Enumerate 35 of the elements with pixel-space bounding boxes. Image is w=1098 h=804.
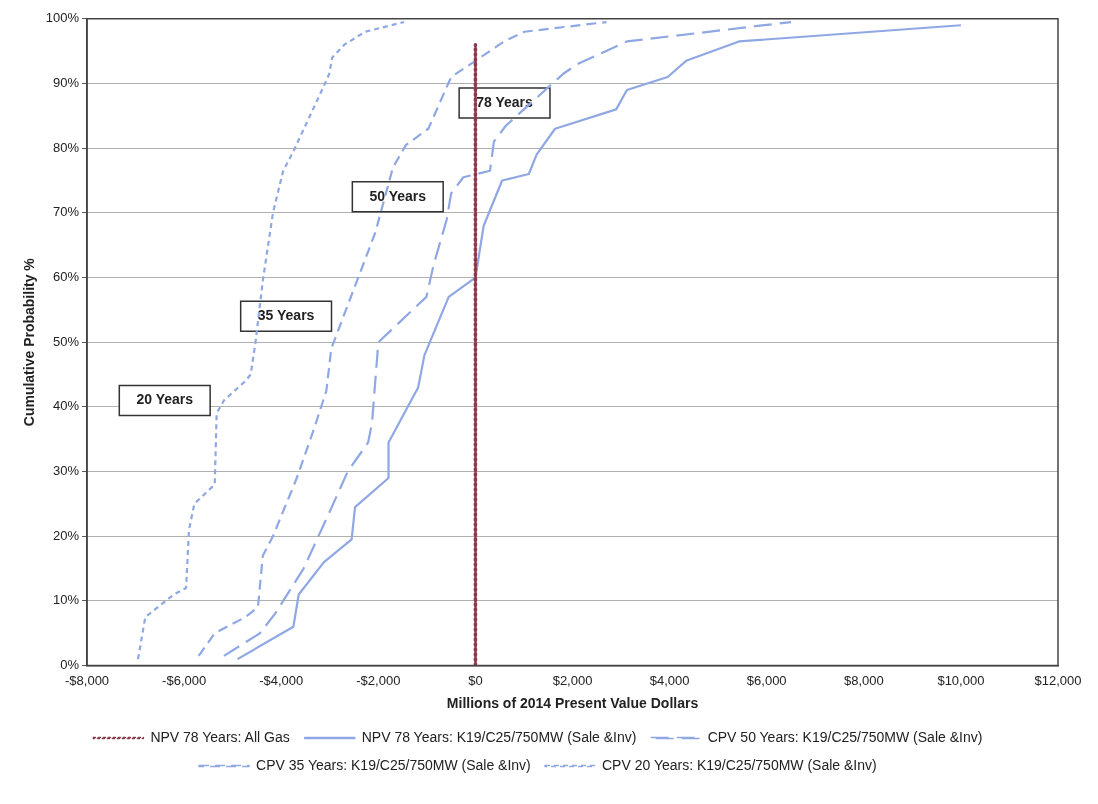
x-tick-label: $12,000 [1034,672,1082,688]
y-tick-label: 70% [53,204,80,220]
x-tick-label: -$6,000 [162,672,207,688]
annotation: 35 Years [257,307,315,324]
x-tick-label: $0 [468,672,483,688]
line-series [197,20,608,657]
y-tick-label: 30% [53,463,80,479]
annotation: 20 Years [136,391,194,408]
legend-label: CPV 35 Years: K19/C25/750MW (Sale &Inv) [256,756,531,773]
y-tick-label: 60% [53,269,80,285]
x-tick-label: $2,000 [552,672,593,688]
x-tick-label: -$8,000 [65,672,110,688]
x-tick-label: $10,000 [937,672,985,688]
x-tick-label: -$2,000 [356,672,401,688]
y-axis-title: Cumulative Probability % [21,257,38,427]
line-series [222,20,793,657]
annotation: 50 Years [369,187,427,204]
x-axis-title: Millions of 2014 Present Value Dollars [446,695,699,712]
y-tick-label: 0% [60,657,80,673]
legend-label: CPV 20 Years: K19/C25/750MW (Sale &Inv) [602,756,877,773]
legend-label: NPV 78 Years: All Gas [150,728,290,745]
y-tick-label: 90% [53,75,80,91]
x-tick-label: -$4,000 [259,672,304,688]
x-tick-label: $4,000 [649,672,690,688]
y-tick-label: 10% [53,592,80,608]
x-tick-label: $8,000 [843,672,884,688]
legend-label: CPV 50 Years: K19/C25/750MW (Sale &Inv) [707,728,983,745]
legend-label: NPV 78 Years: K19/C25/750MW (Sale &Inv) [361,728,637,745]
y-tick-label: 80% [53,139,80,155]
x-tick-label: $6,000 [746,672,787,688]
annotation: 78 Years [476,93,534,110]
y-tick-label: 40% [53,398,80,414]
y-tick-label: 50% [53,333,80,349]
y-tick-label: 20% [53,527,80,543]
y-tick-label: 100% [45,10,80,26]
